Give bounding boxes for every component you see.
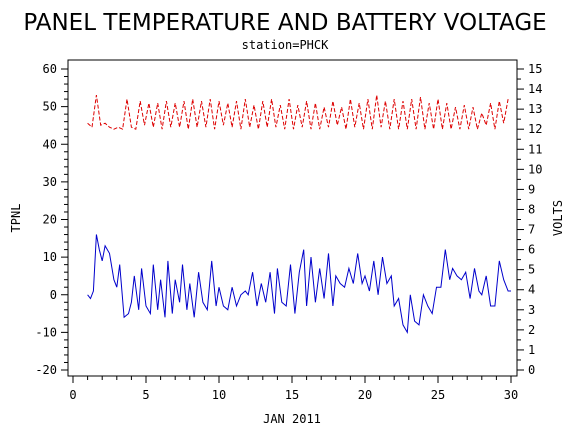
- y-axis-left: -20 -10 0 10 20 30 40 50 60: [35, 62, 68, 377]
- y-left-tick-label: 40: [43, 137, 57, 151]
- y-left-tick-label: 60: [43, 62, 57, 76]
- y-right-tick-label: 6: [528, 243, 535, 257]
- tpnl-series-line: [87, 234, 511, 335]
- y-left-tick-label: 0: [50, 288, 57, 302]
- y-right-tick-label: 3: [528, 303, 535, 317]
- x-axis: 0 5 10 15 20 25 30: [69, 376, 518, 402]
- y-left-tick-label: 10: [43, 250, 57, 264]
- y-left-tick-label: 20: [43, 213, 57, 227]
- y-left-tick-label: 50: [43, 100, 57, 114]
- y-right-tick-label: 5: [528, 263, 535, 277]
- x-tick-label: 20: [358, 388, 372, 402]
- y-left-tick-label: -10: [35, 325, 57, 339]
- series-group: [87, 95, 511, 335]
- y-right-tick-label: 2: [528, 323, 535, 337]
- y-right-tick-label: 7: [528, 223, 535, 237]
- x-tick-label: 5: [142, 388, 149, 402]
- y-left-tick-label: 30: [43, 175, 57, 189]
- y-axis-left-label: TPNL: [9, 204, 23, 233]
- y-right-tick-label: 12: [528, 122, 542, 136]
- x-tick-label: 15: [285, 388, 299, 402]
- y-left-tick-label: -20: [35, 363, 57, 377]
- chart-title: PANEL TEMPERATURE AND BATTERY VOLTAGE: [23, 10, 546, 36]
- y-right-tick-label: 10: [528, 162, 542, 176]
- y-right-tick-label: 8: [528, 202, 535, 216]
- x-tick-label: 30: [504, 388, 518, 402]
- y-right-tick-label: 1: [528, 343, 535, 357]
- x-axis-label: JAN 2011: [263, 412, 321, 426]
- y-right-tick-label: 14: [528, 82, 542, 96]
- plot-frame: [67, 59, 518, 377]
- x-tick-label: 10: [212, 388, 226, 402]
- y-right-tick-label: 9: [528, 182, 535, 196]
- x-tick-label: 25: [431, 388, 445, 402]
- y-right-tick-label: 4: [528, 283, 535, 297]
- y-right-tick-label: 13: [528, 102, 542, 116]
- chart-subtitle: station=PHCK: [242, 38, 329, 52]
- y-axis-right-label: VOLTS: [551, 200, 565, 236]
- y-right-tick-label: 0: [528, 363, 535, 377]
- y-right-tick-label: 15: [528, 62, 542, 76]
- y-right-tick-label: 11: [528, 142, 542, 156]
- x-tick-label: 0: [69, 388, 76, 402]
- volts-series-line: [87, 95, 509, 130]
